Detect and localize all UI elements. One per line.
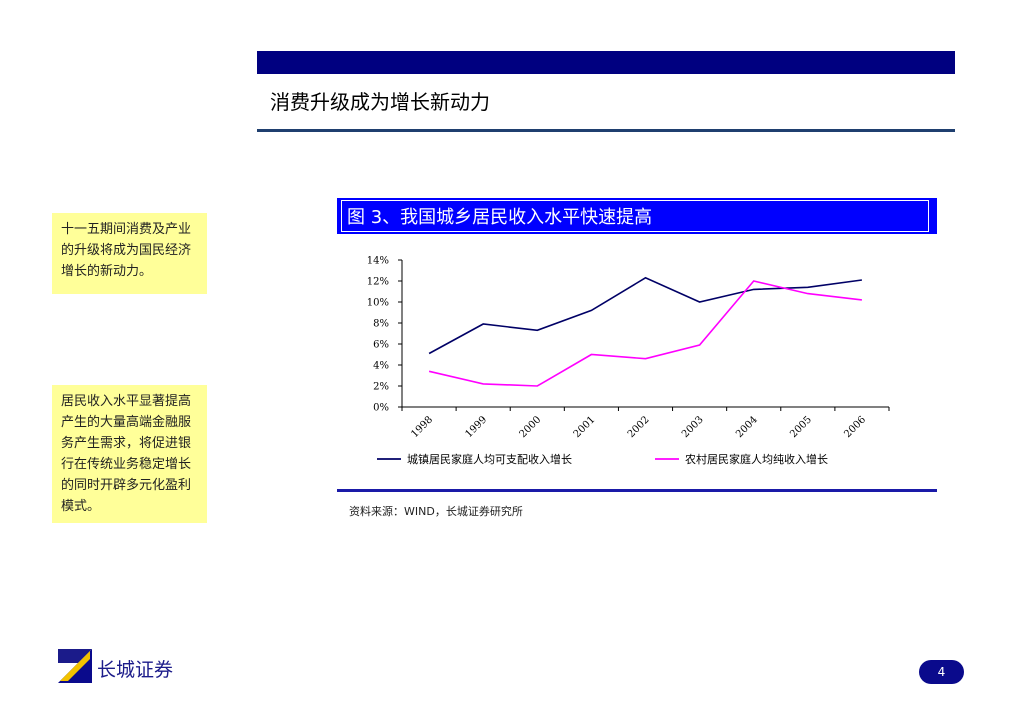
x-tick-label: 2002 [626, 414, 652, 440]
y-tick-label: 2% [373, 382, 389, 393]
x-tick-label: 2000 [518, 414, 544, 440]
x-tick-label: 2006 [842, 414, 868, 440]
urban-income-line [428, 276, 863, 355]
figure-divider [337, 489, 937, 492]
legend-label: 农村居民家庭人均纯收入增长 [685, 452, 828, 466]
figure-title-band: 图 3、我国城乡居民收入水平快速提高 [337, 198, 937, 234]
x-tick-label: 1998 [409, 414, 435, 440]
legend-label: 城镇居民家庭人均可支配收入增长 [407, 452, 572, 466]
chart-axes [401, 260, 889, 408]
figure-title: 图 3、我国城乡居民收入水平快速提高 [347, 207, 653, 228]
y-tick-label: 10% [367, 298, 389, 309]
y-tick-label: 0% [373, 403, 389, 414]
y-tick-label: 14% [367, 256, 389, 267]
note-consumption: 十一五期间消费及产业的升级将成为国民经济增长的新动力。 [52, 213, 207, 294]
income-growth-chart: 0% 2% 4% 6% 8% 10% 12% 14% 1998 1999 2000 2001 2002… [367, 256, 890, 466]
title-divider [257, 129, 955, 132]
x-axis-ticks: 1998 1999 2000 2001 2002 2003 2004 2005 2006 [401, 407, 890, 440]
brand-name: 长城证券 [97, 659, 174, 681]
y-tick-label: 6% [373, 340, 389, 351]
x-tick-label: 2005 [788, 414, 814, 440]
slide-title: 消费升级成为增长新动力 [270, 90, 490, 114]
figure-title-frame [341, 200, 929, 232]
chart-legend: 城镇居民家庭人均可支配收入增长 农村居民家庭人均纯收入增长 [377, 452, 828, 466]
y-tick-label: 4% [373, 361, 389, 372]
note-income: 居民收入水平显著提高产生的大量高端金融服务产生需求，将促进银行在传统业务稳定增长… [52, 385, 207, 523]
rural-income-line [428, 280, 862, 387]
x-tick-label: 2004 [734, 414, 760, 440]
source-note: 资料来源：WIND，长城证券研究所 [349, 505, 523, 518]
y-tick-label: 8% [373, 319, 389, 330]
chart-series [428, 276, 863, 387]
x-tick-label: 1999 [464, 414, 490, 440]
x-tick-label: 2001 [572, 414, 598, 440]
great-wall-logo-icon [58, 649, 92, 683]
y-tick-label: 12% [367, 277, 389, 288]
header-band [257, 51, 955, 74]
y-axis-ticks: 0% 2% 4% 6% 8% 10% 12% 14% [367, 256, 402, 414]
x-tick-label: 2003 [680, 414, 706, 440]
page-number: 4 [919, 660, 964, 684]
